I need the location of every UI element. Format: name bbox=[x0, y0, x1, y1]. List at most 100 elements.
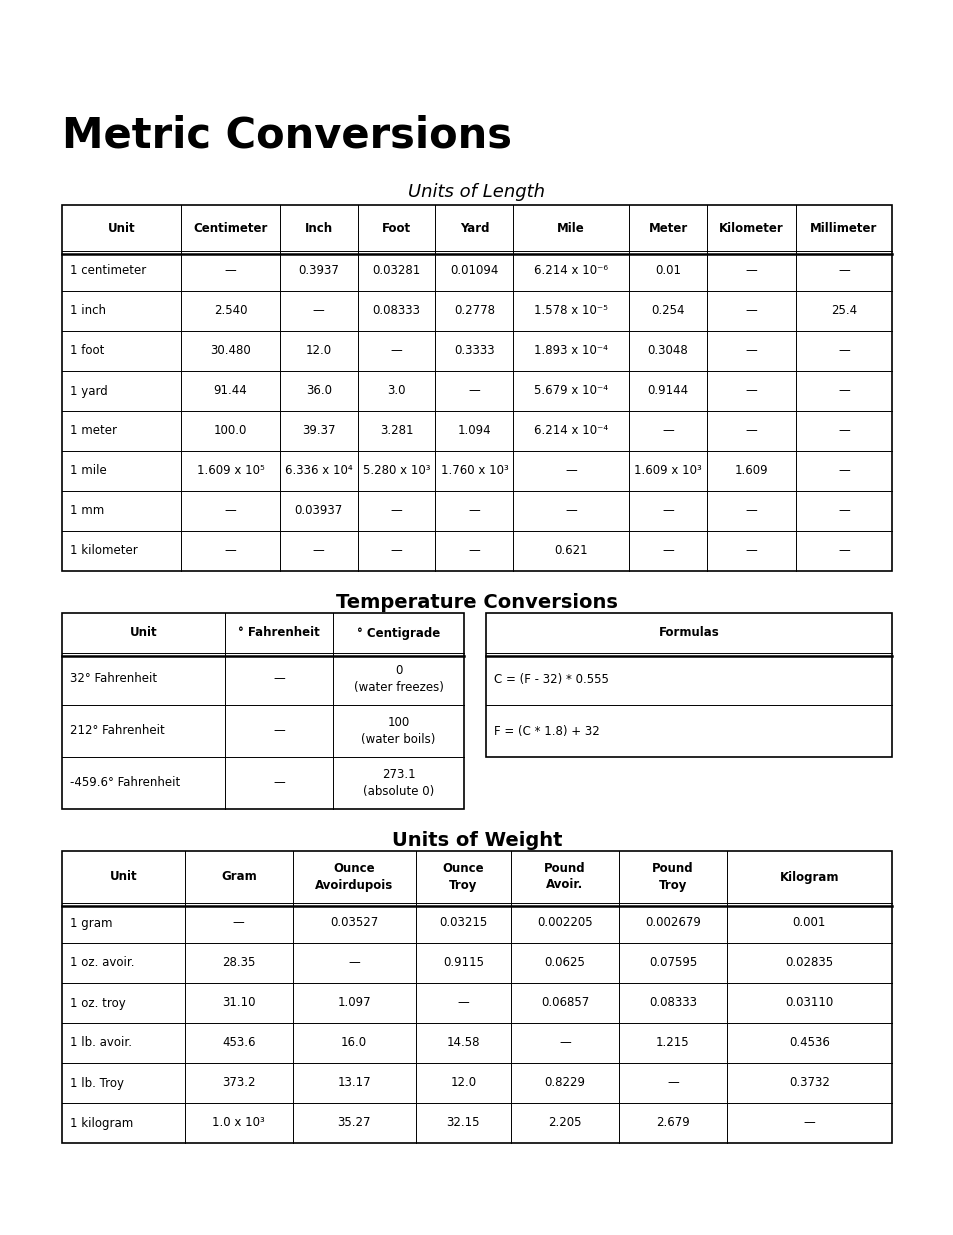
Bar bbox=[62, 613, 463, 809]
Text: 0.01: 0.01 bbox=[655, 264, 680, 278]
Text: —: — bbox=[838, 464, 849, 478]
Text: Pound
Avoir.: Pound Avoir. bbox=[543, 862, 585, 892]
Text: —: — bbox=[225, 545, 236, 557]
Text: 1.215: 1.215 bbox=[656, 1036, 689, 1050]
Text: 3.0: 3.0 bbox=[387, 384, 405, 398]
Text: 453.6: 453.6 bbox=[222, 1036, 255, 1050]
Text: —: — bbox=[391, 345, 402, 357]
Text: 0
(water freezes): 0 (water freezes) bbox=[354, 664, 443, 694]
Text: —: — bbox=[745, 305, 757, 317]
Text: 0.2778: 0.2778 bbox=[454, 305, 495, 317]
Text: Centimeter: Centimeter bbox=[193, 221, 268, 235]
Text: 1.094: 1.094 bbox=[457, 425, 491, 437]
Text: —: — bbox=[802, 1116, 815, 1130]
Text: 0.02835: 0.02835 bbox=[784, 956, 833, 969]
Text: 1 meter: 1 meter bbox=[70, 425, 117, 437]
Text: —: — bbox=[468, 384, 479, 398]
Text: 1 yard: 1 yard bbox=[70, 384, 108, 398]
Text: —: — bbox=[661, 505, 673, 517]
Text: 1 foot: 1 foot bbox=[70, 345, 104, 357]
Text: 16.0: 16.0 bbox=[341, 1036, 367, 1050]
Text: 1.578 x 10⁻⁵: 1.578 x 10⁻⁵ bbox=[534, 305, 608, 317]
Text: Unit: Unit bbox=[130, 626, 157, 640]
Text: 1.893 x 10⁻⁴: 1.893 x 10⁻⁴ bbox=[534, 345, 608, 357]
Text: 0.3048: 0.3048 bbox=[647, 345, 688, 357]
Text: 0.4536: 0.4536 bbox=[788, 1036, 829, 1050]
Text: Gram: Gram bbox=[221, 871, 256, 883]
Text: —: — bbox=[838, 345, 849, 357]
Text: 273.1
(absolute 0): 273.1 (absolute 0) bbox=[363, 768, 434, 798]
Text: 12.0: 12.0 bbox=[450, 1077, 476, 1089]
Text: —: — bbox=[273, 777, 285, 789]
Text: —: — bbox=[391, 545, 402, 557]
Text: 31.10: 31.10 bbox=[222, 997, 255, 1009]
Text: 0.03281: 0.03281 bbox=[372, 264, 420, 278]
Text: Yard: Yard bbox=[459, 221, 489, 235]
Text: —: — bbox=[661, 425, 673, 437]
Text: 0.3937: 0.3937 bbox=[298, 264, 339, 278]
Text: 0.002679: 0.002679 bbox=[644, 916, 700, 930]
Text: C = (F - 32) * 0.555: C = (F - 32) * 0.555 bbox=[494, 673, 608, 685]
Text: 6.214 x 10⁻⁴: 6.214 x 10⁻⁴ bbox=[534, 425, 608, 437]
Text: —: — bbox=[225, 264, 236, 278]
Text: 0.254: 0.254 bbox=[651, 305, 684, 317]
Text: Millimeter: Millimeter bbox=[809, 221, 877, 235]
Text: 1.0 x 10³: 1.0 x 10³ bbox=[213, 1116, 265, 1130]
Text: 32° Fahrenheit: 32° Fahrenheit bbox=[70, 673, 157, 685]
Text: —: — bbox=[838, 425, 849, 437]
Text: Meter: Meter bbox=[648, 221, 687, 235]
Text: 212° Fahrenheit: 212° Fahrenheit bbox=[70, 725, 165, 737]
Text: 100
(water boils): 100 (water boils) bbox=[361, 716, 436, 746]
Text: 0.3333: 0.3333 bbox=[454, 345, 495, 357]
Text: F = (C * 1.8) + 32: F = (C * 1.8) + 32 bbox=[494, 725, 599, 737]
Text: Ounce
Avoirdupois: Ounce Avoirdupois bbox=[314, 862, 393, 892]
Text: 12.0: 12.0 bbox=[305, 345, 332, 357]
Text: 14.58: 14.58 bbox=[446, 1036, 479, 1050]
Text: —: — bbox=[313, 545, 324, 557]
Bar bbox=[485, 613, 891, 757]
Text: 1.609 x 10⁵: 1.609 x 10⁵ bbox=[196, 464, 264, 478]
Text: -459.6° Fahrenheit: -459.6° Fahrenheit bbox=[70, 777, 180, 789]
Text: 373.2: 373.2 bbox=[222, 1077, 255, 1089]
Text: 0.9115: 0.9115 bbox=[442, 956, 483, 969]
Text: 0.08333: 0.08333 bbox=[648, 997, 696, 1009]
Bar bbox=[62, 851, 891, 1144]
Text: —: — bbox=[391, 505, 402, 517]
Text: Kilometer: Kilometer bbox=[719, 221, 783, 235]
Text: 5.679 x 10⁻⁴: 5.679 x 10⁻⁴ bbox=[534, 384, 608, 398]
Text: 1.760 x 10³: 1.760 x 10³ bbox=[440, 464, 508, 478]
Text: 1 kilometer: 1 kilometer bbox=[70, 545, 137, 557]
Text: 6.336 x 10⁴: 6.336 x 10⁴ bbox=[285, 464, 353, 478]
Text: 6.214 x 10⁻⁶: 6.214 x 10⁻⁶ bbox=[534, 264, 608, 278]
Text: —: — bbox=[273, 725, 285, 737]
Text: —: — bbox=[565, 505, 577, 517]
Text: —: — bbox=[348, 956, 359, 969]
Text: Kilogram: Kilogram bbox=[779, 871, 839, 883]
Text: 0.0625: 0.0625 bbox=[544, 956, 585, 969]
Text: —: — bbox=[565, 464, 577, 478]
Text: 0.03937: 0.03937 bbox=[294, 505, 342, 517]
Text: Mile: Mile bbox=[557, 221, 584, 235]
Text: —: — bbox=[838, 384, 849, 398]
Text: —: — bbox=[468, 505, 479, 517]
Text: Formulas: Formulas bbox=[658, 626, 719, 640]
Text: 5.280 x 10³: 5.280 x 10³ bbox=[362, 464, 430, 478]
Text: —: — bbox=[745, 345, 757, 357]
Text: 0.03215: 0.03215 bbox=[438, 916, 487, 930]
Text: 1 inch: 1 inch bbox=[70, 305, 106, 317]
Text: 1.609: 1.609 bbox=[734, 464, 767, 478]
Text: Foot: Foot bbox=[381, 221, 411, 235]
Text: —: — bbox=[745, 384, 757, 398]
Text: 0.03110: 0.03110 bbox=[784, 997, 833, 1009]
Text: 36.0: 36.0 bbox=[306, 384, 332, 398]
Text: 1 lb. Troy: 1 lb. Troy bbox=[70, 1077, 124, 1089]
Text: 32.15: 32.15 bbox=[446, 1116, 479, 1130]
Text: —: — bbox=[661, 545, 673, 557]
Text: 0.08333: 0.08333 bbox=[373, 305, 420, 317]
Text: ° Fahrenheit: ° Fahrenheit bbox=[238, 626, 319, 640]
Text: Pound
Troy: Pound Troy bbox=[652, 862, 693, 892]
Text: 0.03527: 0.03527 bbox=[330, 916, 378, 930]
Text: 0.01094: 0.01094 bbox=[450, 264, 498, 278]
Text: ° Centigrade: ° Centigrade bbox=[356, 626, 440, 640]
Text: —: — bbox=[838, 264, 849, 278]
